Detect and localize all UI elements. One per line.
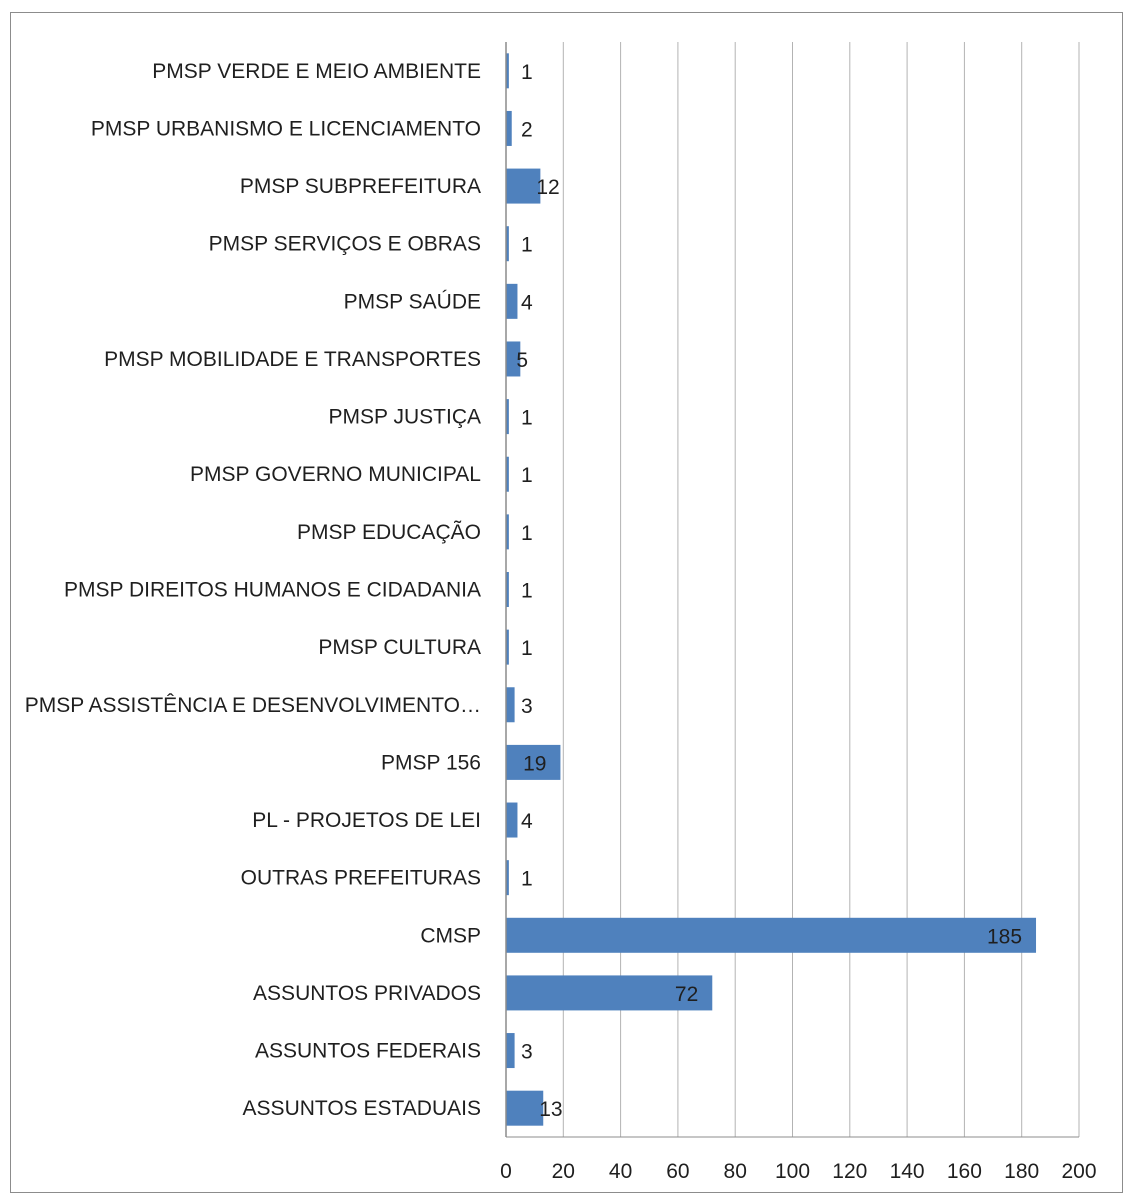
x-tick-label: 20 (552, 1160, 575, 1183)
bar (506, 226, 509, 262)
data-label: 1 (521, 61, 533, 84)
x-tick-label: 140 (890, 1160, 925, 1183)
category-label: OUTRAS PREFEITURAS (241, 867, 481, 890)
bar (506, 975, 713, 1011)
data-label: 1 (521, 637, 533, 660)
category-label: PMSP URBANISMO E LICENCIAMENTO (91, 117, 481, 140)
bar (506, 917, 1037, 953)
x-tick-label: 60 (666, 1160, 689, 1183)
bar (506, 802, 518, 838)
category-labels: PMSP VERDE E MEIO AMBIENTE PMSP URBANISMO… (25, 60, 481, 1120)
x-tick-label: 120 (832, 1160, 867, 1183)
data-label: 3 (521, 695, 533, 718)
category-label: PMSP MOBILIDADE E TRANSPORTES (104, 348, 481, 371)
data-label: 1 (521, 407, 533, 430)
category-label: PMSP CULTURA (318, 636, 481, 659)
bar (506, 860, 509, 896)
data-label: 12 (536, 176, 559, 199)
bar (506, 744, 561, 780)
data-label: 72 (675, 983, 698, 1006)
data-label: 13 (539, 1098, 562, 1121)
bar (506, 456, 509, 492)
x-tick-label: 0 (500, 1160, 512, 1183)
data-label: 4 (521, 291, 533, 314)
data-label: 19 (523, 752, 546, 775)
data-label: 4 (521, 810, 533, 833)
bar (506, 629, 509, 665)
bar (506, 1090, 544, 1126)
category-label: PMSP 156 (381, 751, 481, 774)
data-label: 2 (521, 118, 533, 141)
category-label: PMSP SUBPREFEITURA (240, 175, 481, 198)
x-tick-label: 80 (724, 1160, 747, 1183)
category-label: PMSP DIREITOS HUMANOS E CIDADANIA (64, 579, 481, 602)
bar (506, 283, 518, 319)
category-label: PMSP ASSISTÊNCIA E DESENVOLVIMENTO… (25, 694, 481, 717)
data-label: 3 (521, 1041, 533, 1064)
category-label: PL - PROJETOS DE LEI (252, 809, 481, 832)
axes (505, 42, 1079, 1138)
category-label: PMSP JUSTIÇA (329, 406, 481, 429)
data-label: 5 (516, 349, 528, 372)
data-label: 1 (521, 868, 533, 891)
data-label: 185 (987, 925, 1022, 948)
category-label: PMSP SERVIÇOS E OBRAS (209, 233, 481, 256)
data-label: 1 (521, 234, 533, 257)
bar (506, 168, 541, 204)
bar (506, 514, 509, 550)
category-label: PMSP SAÚDE (344, 290, 481, 313)
category-label: ASSUNTOS PRIVADOS (253, 982, 481, 1005)
bar (506, 399, 509, 435)
x-tick-label: 200 (1061, 1160, 1096, 1183)
data-label: 1 (521, 580, 533, 603)
category-label: PMSP EDUCAÇÃO (297, 520, 481, 544)
data-label: 1 (521, 522, 533, 545)
x-tick-labels: 0 20 40 60 80 100 120 140 160 180 200 (500, 1160, 1096, 1183)
category-label: ASSUNTOS ESTADUAIS (243, 1097, 481, 1120)
bar (506, 687, 515, 723)
bar (506, 110, 512, 146)
category-label: PMSP VERDE E MEIO AMBIENTE (152, 60, 481, 83)
x-tick-label: 40 (609, 1160, 632, 1183)
category-label: CMSP (420, 924, 481, 947)
grid-lines (562, 42, 1080, 1137)
bars (506, 53, 1037, 1126)
x-tick-label: 180 (1004, 1160, 1039, 1183)
bar (506, 53, 509, 89)
category-label: PMSP GOVERNO MUNICIPAL (190, 463, 481, 486)
x-tick-label: 100 (775, 1160, 810, 1183)
category-label: ASSUNTOS FEDERAIS (255, 1040, 481, 1063)
bar (506, 341, 521, 377)
bar (506, 572, 509, 607)
x-tick-label: 160 (947, 1160, 982, 1183)
data-label: 1 (521, 464, 533, 487)
bar (506, 1033, 515, 1069)
